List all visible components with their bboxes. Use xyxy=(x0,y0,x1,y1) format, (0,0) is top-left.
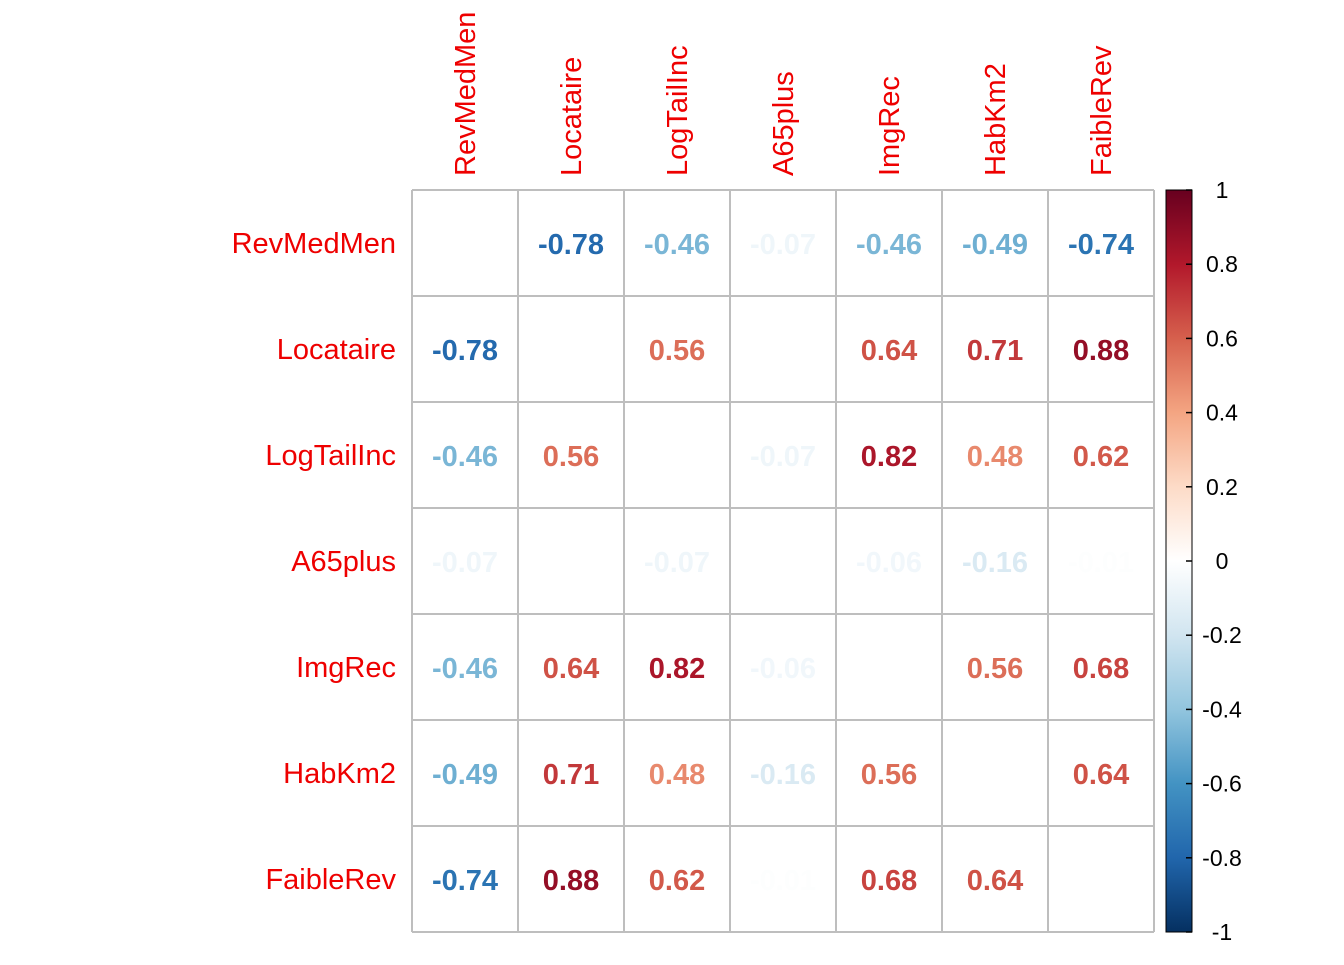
cell-value-HabKm2-ImgRec: 0.56 xyxy=(861,759,917,791)
row-label-imgrec: ImgRec xyxy=(296,652,396,684)
cell-value-LogTailInc-Locataire: 0.56 xyxy=(543,441,599,473)
legend-tick-label: -1 xyxy=(1212,919,1232,945)
cell-value-FaibleRev-RevMedMen: -0.74 xyxy=(432,865,498,897)
cell-value-FaibleRev-HabKm2: 0.64 xyxy=(967,865,1023,897)
legend-tick-label: -0.6 xyxy=(1202,771,1242,797)
cell-value-HabKm2-A65plus: -0.16 xyxy=(750,759,816,791)
row-label-a65plus: A65plus xyxy=(291,546,396,578)
cell-value-A65plus-Locataire: 0 xyxy=(563,547,579,579)
row-label-faiblerev: FaibleRev xyxy=(265,864,396,896)
legend-tick-label: -0.4 xyxy=(1202,696,1242,722)
cell-value-RevMedMen-LogTailInc: -0.46 xyxy=(644,229,710,261)
column-labels: RevMedMen Locataire LogTailInc A65plus ImgRe… xyxy=(450,12,1118,176)
cell-value-A65plus-ImgRec: -0.06 xyxy=(856,547,922,579)
cell-value-ImgRec-Locataire: 0.64 xyxy=(543,653,599,685)
column-label-habkm2: HabKm2 xyxy=(980,63,1012,176)
cell-value-ImgRec-LogTailInc: 0.82 xyxy=(649,653,705,685)
legend-tick-label: 1 xyxy=(1216,177,1229,203)
cell-value-RevMedMen-A65plus: -0.07 xyxy=(750,229,816,261)
cell-value-LogTailInc-FaibleRev: 0.62 xyxy=(1073,441,1129,473)
grid-layer xyxy=(411,189,1155,933)
cell-value-FaibleRev-LogTailInc: 0.62 xyxy=(649,865,705,897)
cell-value-FaibleRev-Locataire: 0.88 xyxy=(543,865,599,897)
row-label-logtailinc: LogTailInc xyxy=(265,440,396,472)
cell-value-Locataire-A65plus: 0 xyxy=(775,335,791,367)
legend-tick-label: -0.8 xyxy=(1202,845,1242,871)
column-label-a65plus: A65plus xyxy=(768,71,800,176)
cell-value-RevMedMen-Locataire: -0.78 xyxy=(538,229,604,261)
cell-value-HabKm2-FaibleRev: 0.64 xyxy=(1073,759,1129,791)
cell-value-HabKm2-LogTailInc: 0.48 xyxy=(649,759,705,791)
cell-value-Locataire-HabKm2: 0.71 xyxy=(967,335,1023,367)
cell-value-A65plus-HabKm2: -0.16 xyxy=(962,547,1028,579)
row-label-locataire: Locataire xyxy=(277,334,396,366)
row-label-revmedmen: RevMedMen xyxy=(232,228,396,260)
cell-value-RevMedMen-ImgRec: -0.46 xyxy=(856,229,922,261)
column-label-locataire: Locataire xyxy=(556,57,588,176)
legend-tick-label: 0.4 xyxy=(1206,400,1238,426)
color-legend: 1 0.8 0.6 0.4 0.2 0 -0.2 -0.4 -0.6 -0.8 -1 xyxy=(1165,177,1242,945)
cell-value-LogTailInc-RevMedMen: -0.46 xyxy=(432,441,498,473)
cell-value-FaibleRev-ImgRec: 0.68 xyxy=(861,865,917,897)
cell-value-RevMedMen-FaibleRev: -0.74 xyxy=(1068,229,1134,261)
cell-value-A65plus-LogTailInc: -0.07 xyxy=(644,547,710,579)
cell-value-A65plus-RevMedMen: -0.07 xyxy=(432,547,498,579)
cell-value-LogTailInc-A65plus: -0.07 xyxy=(750,441,816,473)
cell-value-Locataire-RevMedMen: -0.78 xyxy=(432,335,498,367)
cell-value-ImgRec-FaibleRev: 0.68 xyxy=(1073,653,1129,685)
cell-value-ImgRec-HabKm2: 0.56 xyxy=(967,653,1023,685)
row-labels: RevMedMen Locataire LogTailInc A65plus ImgRe… xyxy=(232,228,397,896)
cell-value-ImgRec-A65plus: -0.06 xyxy=(750,653,816,685)
row-label-habkm2: HabKm2 xyxy=(283,758,396,790)
cell-value-A65plus-FaibleRev: -0.01 xyxy=(1068,547,1134,579)
column-label-imgrec: ImgRec xyxy=(874,76,906,176)
cell-value-Locataire-FaibleRev: 0.88 xyxy=(1073,335,1129,367)
cell-value-HabKm2-Locataire: 0.71 xyxy=(543,759,599,791)
cell-value-Locataire-LogTailInc: 0.56 xyxy=(649,335,705,367)
cell-values-layer: -0.78 -0.46 -0.07 -0.46 -0.49 -0.74 -0.78 0.56 0… xyxy=(432,229,1134,897)
cell-value-LogTailInc-ImgRec: 0.82 xyxy=(861,441,917,473)
legend-tick-label: 0.6 xyxy=(1206,325,1238,351)
cell-value-FaibleRev-A65plus: -0.01 xyxy=(750,865,816,897)
cell-value-RevMedMen-HabKm2: -0.49 xyxy=(962,229,1028,261)
legend-tick-label: -0.2 xyxy=(1202,622,1242,648)
cell-value-HabKm2-RevMedMen: -0.49 xyxy=(432,759,498,791)
legend-tick-label: 0.8 xyxy=(1206,251,1238,277)
cell-value-ImgRec-RevMedMen: -0.46 xyxy=(432,653,498,685)
cell-value-Locataire-ImgRec: 0.64 xyxy=(861,335,917,367)
column-label-logtailinc: LogTailInc xyxy=(662,45,694,176)
cell-value-LogTailInc-HabKm2: 0.48 xyxy=(967,441,1023,473)
legend-tick-label: 0 xyxy=(1216,548,1229,574)
column-label-faiblerev: FaibleRev xyxy=(1086,45,1118,176)
legend-tick-label: 0.2 xyxy=(1206,474,1238,500)
column-label-revmedmen: RevMedMen xyxy=(450,12,482,176)
